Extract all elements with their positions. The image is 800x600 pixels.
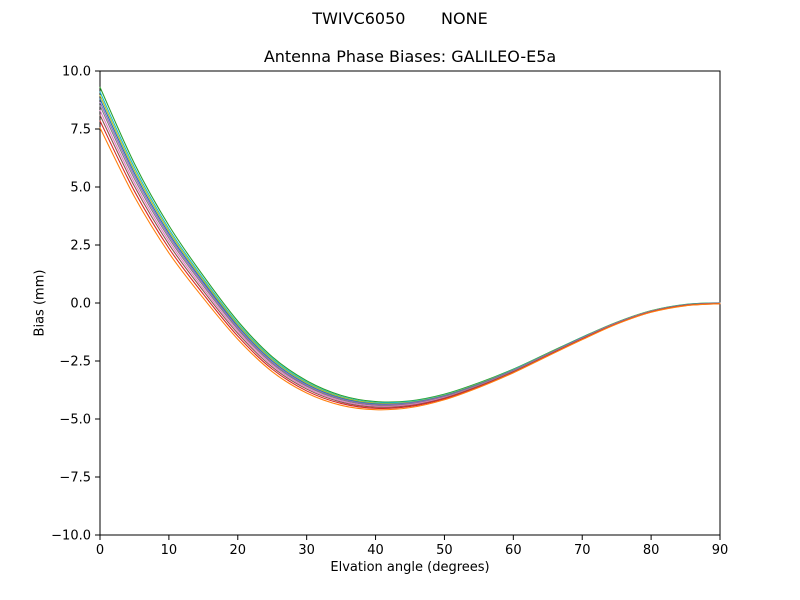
y-tick-label: −7.5 [59, 471, 91, 486]
x-tick-label: 0 [96, 543, 104, 558]
series-line-s5 [99, 101, 721, 406]
x-tick-label: 60 [505, 543, 522, 558]
x-tick-label: 40 [367, 543, 384, 558]
y-tick-label: 0.0 [70, 297, 91, 312]
x-tick-label: 90 [712, 543, 729, 558]
y-axis-label: Bias (mm) [32, 269, 48, 337]
axes-frame [99, 70, 721, 536]
x-tick-label: 30 [298, 543, 315, 558]
figure-suptitle: TWIVC6050 NONE [312, 9, 488, 28]
y-tick-label: 7.5 [70, 123, 91, 138]
series-line-s7 [99, 109, 721, 408]
series-line-s1 [99, 86, 721, 403]
y-tick-label: −2.5 [59, 355, 91, 370]
x-tick-label: 80 [643, 543, 660, 558]
x-tick-label: 10 [161, 543, 178, 558]
series-line-s10 [99, 127, 721, 411]
y-tick-label: −5.0 [59, 413, 91, 428]
series-line-s4 [99, 98, 721, 405]
x-tick-label: 70 [574, 543, 591, 558]
x-axis-label: Elvation angle (degrees) [330, 560, 490, 575]
series-line-s2 [99, 91, 721, 404]
series-line-s6 [99, 105, 721, 407]
series-line-s3 [99, 94, 721, 405]
x-tick-label: 20 [230, 543, 247, 558]
y-tick-label: 5.0 [70, 181, 91, 196]
chart-title: Antenna Phase Biases: GALILEO-E5a [263, 47, 557, 66]
y-tick-label: −10.0 [51, 529, 91, 544]
y-tick-label: 10.0 [62, 65, 91, 80]
y-tick-label: 2.5 [70, 239, 91, 254]
x-tick-label: 50 [436, 543, 453, 558]
